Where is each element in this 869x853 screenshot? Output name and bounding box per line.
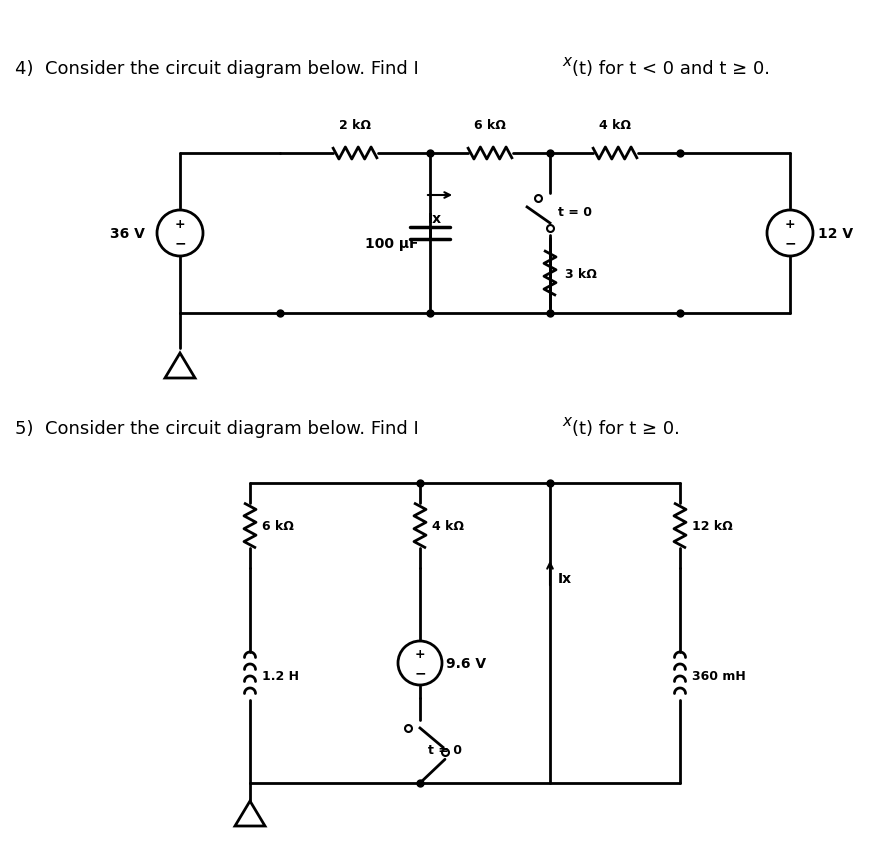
Text: (t) for t ≥ 0.: (t) for t ≥ 0. [571, 420, 679, 438]
Text: −: − [414, 665, 425, 679]
Text: 6 kΩ: 6 kΩ [262, 519, 294, 532]
Text: 36 V: 36 V [110, 227, 145, 241]
Text: Ix: Ix [428, 212, 441, 226]
Text: 6 kΩ: 6 kΩ [474, 119, 506, 132]
Text: 12 kΩ: 12 kΩ [691, 519, 732, 532]
Text: 360 mH: 360 mH [691, 670, 745, 682]
Text: 1.2 H: 1.2 H [262, 670, 299, 682]
Text: t = 0: t = 0 [557, 206, 591, 218]
Text: x: x [561, 54, 570, 69]
Text: 4 kΩ: 4 kΩ [432, 519, 463, 532]
Text: +: + [415, 647, 425, 661]
Text: (t) for t < 0 and t ≥ 0.: (t) for t < 0 and t ≥ 0. [571, 60, 769, 78]
Text: 100 μF: 100 μF [365, 237, 418, 251]
Text: +: + [175, 218, 185, 231]
Text: −: − [174, 235, 186, 250]
Text: 5)  Consider the circuit diagram below. Find I: 5) Consider the circuit diagram below. F… [15, 420, 418, 438]
Text: t = 0: t = 0 [428, 744, 461, 757]
Text: 2 kΩ: 2 kΩ [339, 119, 370, 132]
Text: x: x [561, 414, 570, 428]
Text: 4)  Consider the circuit diagram below. Find I: 4) Consider the circuit diagram below. F… [15, 60, 418, 78]
Text: −: − [783, 235, 795, 250]
Text: 3 kΩ: 3 kΩ [564, 267, 596, 280]
Text: +: + [784, 218, 794, 231]
Text: 9.6 V: 9.6 V [446, 656, 486, 670]
Text: 12 V: 12 V [817, 227, 852, 241]
Text: 4 kΩ: 4 kΩ [599, 119, 630, 132]
Text: Ix: Ix [557, 572, 572, 585]
